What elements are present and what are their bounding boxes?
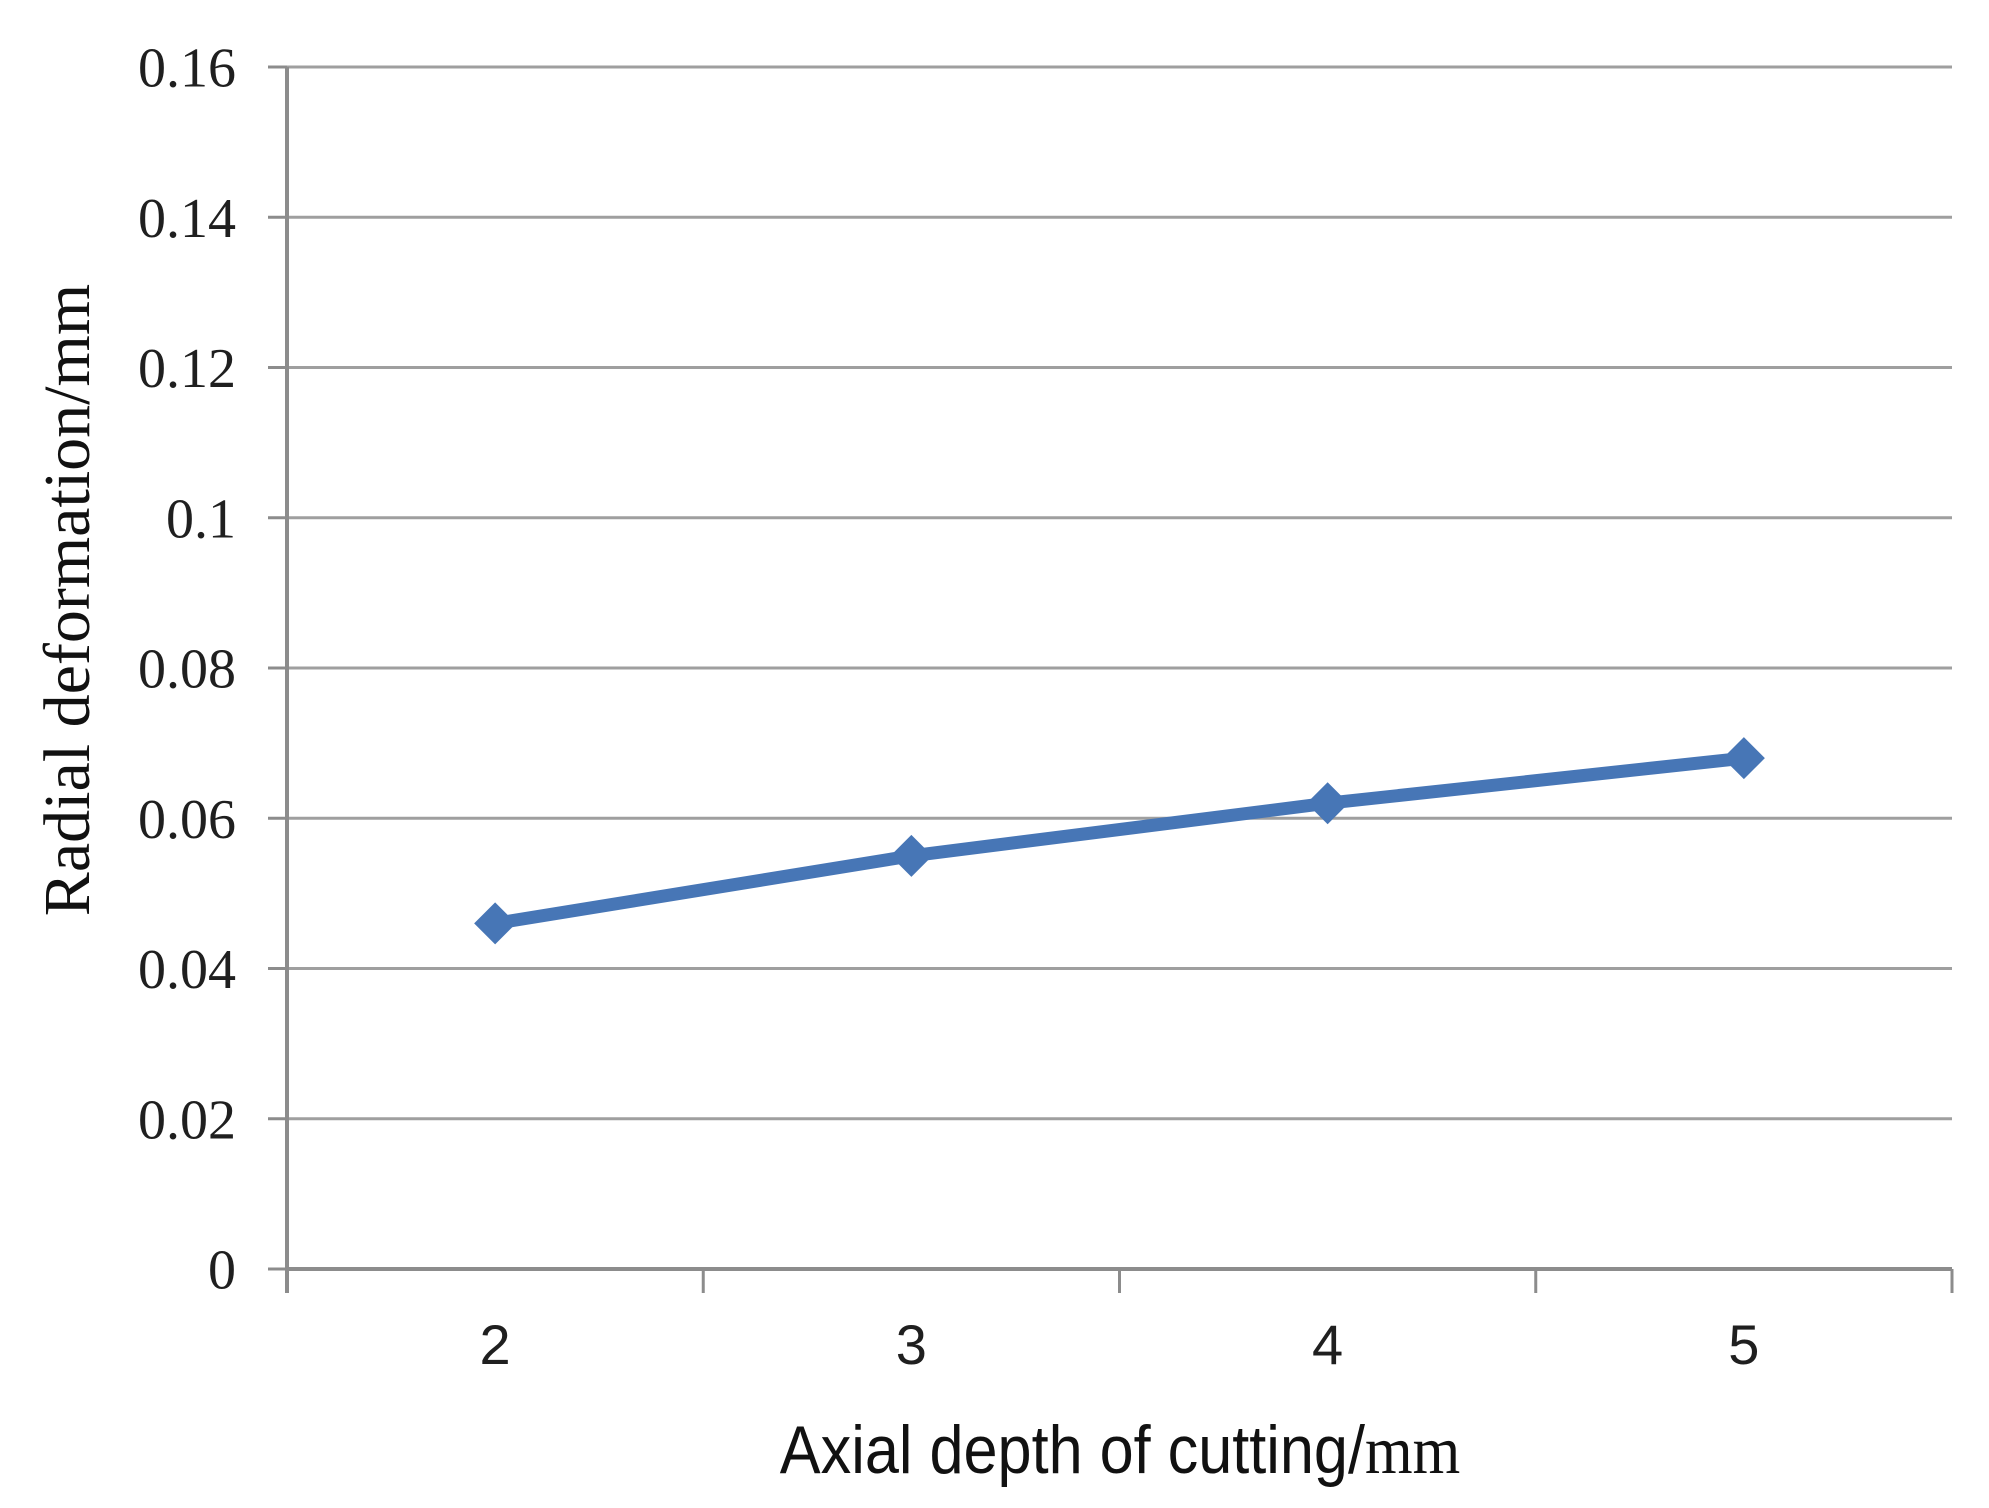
x-axis-title-main: Axial depth of cutting/ xyxy=(779,1412,1365,1488)
y-tick-label: 0.1 xyxy=(166,488,236,550)
y-tick-label: 0.16 xyxy=(138,38,236,100)
x-tick-label: 2 xyxy=(480,1313,511,1376)
y-tick-label: 0.06 xyxy=(138,789,236,851)
data-point-marker xyxy=(474,902,517,945)
y-tick-label: 0.04 xyxy=(138,939,236,1001)
y-tick-label: 0.02 xyxy=(138,1089,236,1151)
x-axis-title-unit: mm xyxy=(1364,1411,1461,1488)
data-series-line xyxy=(488,751,1751,930)
x-axis-title: Axial depth of cutting/mm xyxy=(580,1400,1660,1500)
data-point-marker xyxy=(890,834,933,877)
x-tick-label: 3 xyxy=(896,1313,927,1376)
data-point-marker xyxy=(1306,782,1349,825)
y-tick-label: 0 xyxy=(208,1240,236,1302)
x-tick-label: 5 xyxy=(1728,1313,1759,1376)
x-tick-label: 4 xyxy=(1312,1313,1343,1376)
y-axis-title: Radial deformation/mm xyxy=(31,283,104,917)
data-point-marker xyxy=(1722,737,1765,780)
y-tick-label: 0.14 xyxy=(138,188,236,250)
y-tick-label: 0.12 xyxy=(138,338,236,400)
y-tick-label: 0.08 xyxy=(138,639,236,701)
